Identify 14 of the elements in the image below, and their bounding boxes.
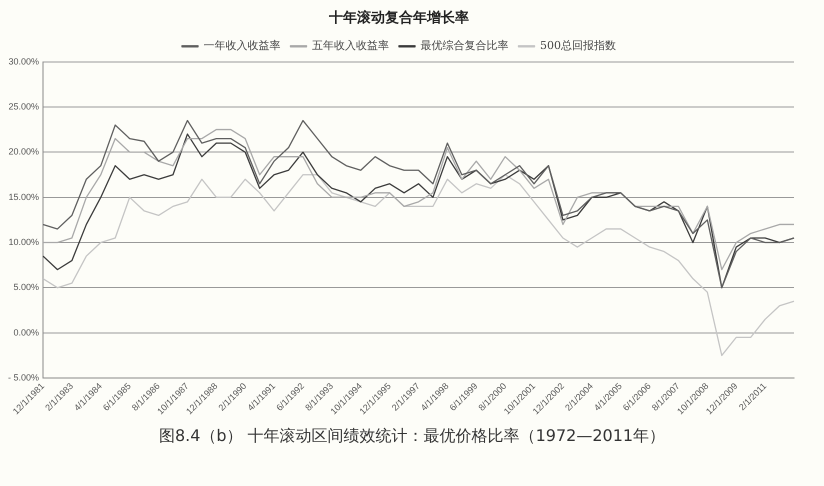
y-tick-label: 5.00%: [13, 282, 40, 292]
y-tick-label: 0.00%: [13, 327, 40, 338]
legend-label: 最优综合复合比率: [420, 39, 508, 52]
chart-title: 十年滚动复合年增长率: [328, 9, 469, 26]
legend-label: 500总回报指数: [540, 39, 616, 52]
caption: 图8.4（b） 十年滚动区间绩效统计：最优价格比率（1972—2011年）: [158, 426, 666, 447]
y-tick-label: - 5.00%: [8, 372, 40, 383]
y-tick-label: 15.00%: [8, 192, 40, 202]
legend-label: 一年收入收益率: [204, 39, 280, 52]
y-tick-label: 30.00%: [8, 56, 40, 66]
y-tick-label: 10.00%: [8, 237, 40, 247]
legend-label: 五年收入收益率: [312, 39, 389, 52]
y-tick-label: 20.00%: [8, 146, 40, 157]
y-tick-label: 25.00%: [8, 101, 40, 112]
